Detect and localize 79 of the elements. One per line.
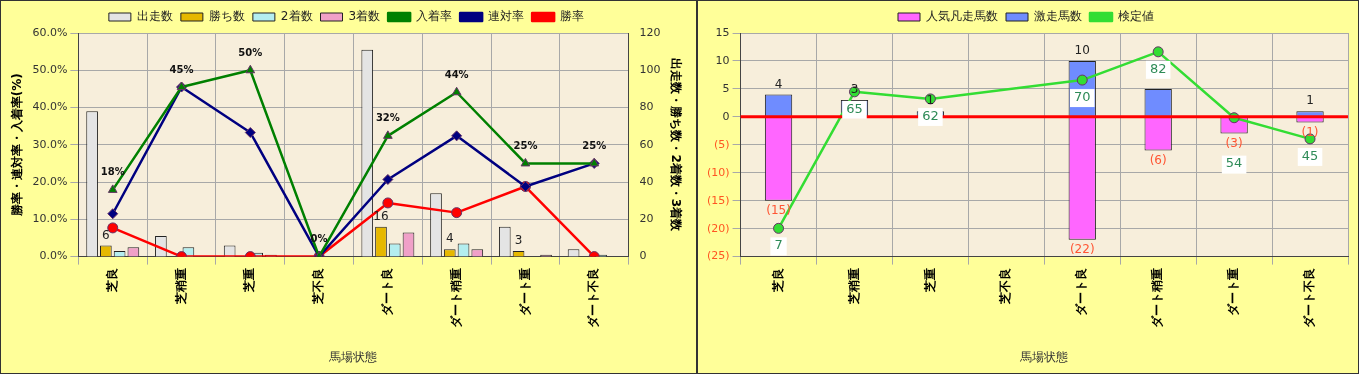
x-tick-label: ダート良	[379, 267, 394, 316]
data-label: 18%	[100, 166, 125, 178]
x-tick-label: 芝重	[242, 267, 257, 293]
x-tick-label: ダート不良	[1302, 267, 1317, 328]
y2-axis-title: 出走数・勝ち数・2着数・3着数	[668, 58, 683, 233]
x-tick-label: 芝重	[922, 267, 937, 293]
y2-tick-label: 120	[639, 25, 661, 39]
y-tick-label: 40.0%	[32, 100, 68, 114]
y-tick-label: 15	[715, 25, 730, 39]
y-tick-label: 0.0%	[39, 249, 68, 263]
legend-label: 検定値	[1118, 9, 1154, 24]
x-tick-label: 芝不良	[311, 267, 326, 305]
y2-tick-label: 40	[639, 174, 654, 188]
data-label: (1)	[1301, 124, 1319, 139]
y-tick-label: (10)	[706, 165, 730, 179]
data-label: 4	[774, 76, 783, 91]
legend-label: 勝ち数	[208, 9, 245, 24]
y-tick-label: (20)	[706, 221, 730, 235]
data-label: 32%	[375, 112, 400, 124]
data-label: 50%	[238, 46, 263, 58]
legend-label: 2着数	[280, 9, 313, 24]
data-label: 82	[1149, 60, 1167, 76]
y-axis-title: 勝率・連対率・入着率(%)	[10, 73, 25, 218]
y2-tick-label: 100	[639, 63, 661, 77]
legend-label: 連対率	[488, 9, 525, 24]
data-label: 25%	[513, 140, 538, 152]
x-tick-label: 芝稍重	[173, 267, 188, 305]
data-label: (22)	[1069, 241, 1095, 256]
data-label: 45%	[169, 63, 194, 75]
data-label: 10	[1074, 43, 1090, 58]
legend-label: 入着率	[416, 9, 453, 24]
data-label: 62	[922, 107, 939, 123]
data-label: 65	[846, 100, 863, 116]
legend-label: 出走数	[136, 9, 173, 24]
data-label: 25%	[582, 140, 607, 152]
data-label: 1	[1306, 93, 1314, 108]
x-tick-label: ダート稍重	[448, 267, 463, 328]
y-tick-label: 5	[722, 81, 730, 95]
x-tick-label: ダート良	[1074, 267, 1089, 316]
x-tick-label: ダート重	[517, 267, 532, 316]
y2-tick-label: 60	[639, 137, 654, 151]
legend-label: 3着数	[348, 9, 381, 24]
x-axis-title: 馬場状態	[328, 349, 378, 364]
x-tick-label: 芝稍重	[846, 267, 861, 305]
x-tick-label: 芝良	[770, 267, 785, 293]
x-axis-title: 馬場状態	[1019, 349, 1069, 364]
legend-label: 人気凡走馬数	[926, 9, 998, 24]
data-label: 3	[514, 233, 523, 248]
y-tick-label: 60.0%	[32, 25, 68, 39]
x-tick-label: ダート不良	[586, 267, 601, 328]
x-tick-label: ダート稍重	[1150, 267, 1165, 328]
y2-tick-label: 20	[639, 212, 654, 226]
x-tick-label: ダート重	[1226, 267, 1241, 316]
legend-label: 勝率	[560, 9, 585, 24]
data-label: 4	[445, 231, 454, 246]
y-tick-label: (15)	[706, 193, 730, 207]
y-tick-label: 30.0%	[32, 137, 68, 151]
data-label: 44%	[444, 68, 469, 80]
data-label: 45	[1301, 147, 1319, 163]
x-tick-label: 芝不良	[998, 267, 1013, 305]
y2-tick-label: 0	[639, 249, 647, 263]
y-tick-label: 10	[715, 53, 730, 67]
y-tick-label: 20.0%	[32, 174, 68, 188]
y-tick-label: 0	[722, 109, 730, 123]
y-tick-label: 10.0%	[32, 212, 68, 226]
data-label: 70	[1073, 88, 1091, 104]
y-tick-label: (25)	[706, 249, 730, 263]
data-label: 6	[102, 227, 110, 242]
y-tick-label: 50.0%	[32, 63, 68, 77]
data-label: 54	[1225, 155, 1243, 171]
data-label: 7	[774, 237, 783, 253]
data-label: 16	[373, 208, 389, 223]
x-tick-label: 芝良	[104, 267, 119, 293]
y-tick-label: (5)	[713, 137, 730, 151]
legend-label: 激走馬数	[1034, 9, 1082, 24]
data-label: (6)	[1149, 152, 1167, 167]
y2-tick-label: 80	[639, 100, 654, 114]
data-label: (3)	[1225, 135, 1243, 150]
data-label: 1	[926, 93, 935, 108]
